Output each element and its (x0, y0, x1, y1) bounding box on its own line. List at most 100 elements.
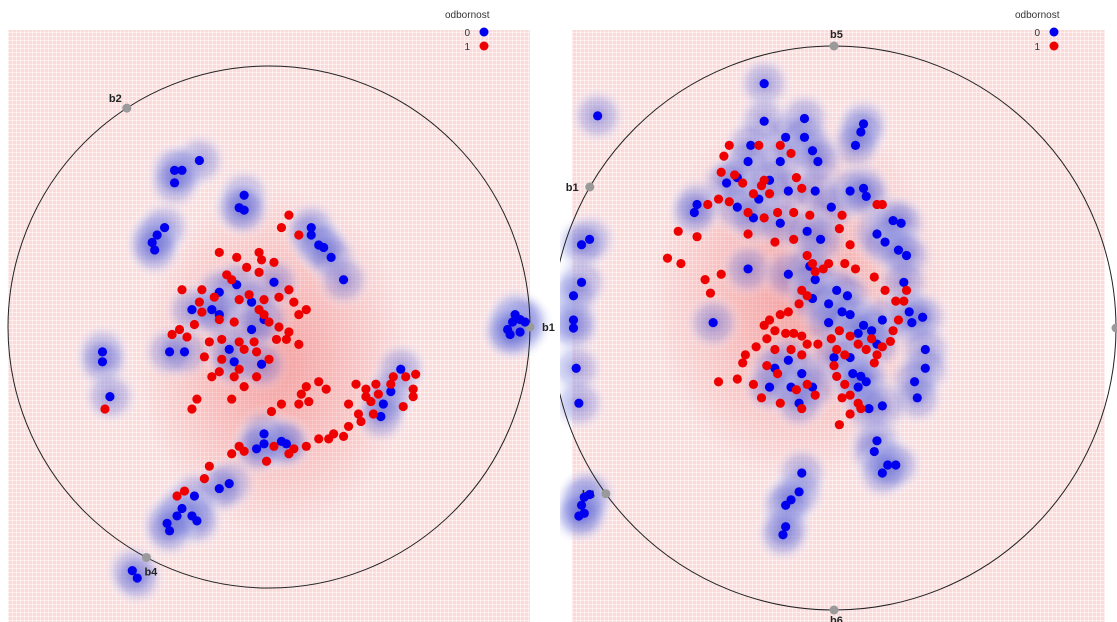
data-point[interactable] (194, 297, 204, 307)
data-point[interactable] (743, 156, 753, 167)
data-point[interactable] (579, 492, 589, 502)
data-point[interactable] (832, 285, 842, 295)
data-point[interactable] (179, 486, 190, 496)
data-point[interactable] (864, 403, 874, 414)
data-point[interactable] (834, 224, 844, 234)
data-point[interactable] (781, 522, 791, 532)
data-point[interactable] (743, 229, 753, 239)
data-point[interactable] (797, 468, 807, 478)
data-point[interactable] (840, 258, 850, 269)
data-point[interactable] (692, 232, 702, 242)
data-point[interactable] (883, 460, 893, 470)
data-point[interactable] (229, 372, 239, 382)
data-point[interactable] (217, 334, 227, 345)
anchor-b5[interactable] (829, 41, 839, 51)
data-point[interactable] (259, 439, 269, 449)
data-point[interactable] (829, 352, 839, 363)
data-point[interactable] (885, 336, 895, 347)
data-point[interactable] (802, 250, 812, 261)
data-point[interactable] (204, 337, 214, 347)
data-point[interactable] (585, 234, 595, 244)
data-point[interactable] (781, 500, 791, 510)
data-point[interactable] (797, 350, 807, 360)
data-point[interactable] (105, 392, 115, 402)
data-point[interactable] (789, 207, 799, 218)
data-point[interactable] (294, 339, 304, 349)
data-point[interactable] (764, 382, 775, 392)
data-point[interactable] (877, 468, 887, 478)
data-point[interactable] (893, 245, 904, 255)
data-point[interactable] (840, 350, 850, 360)
data-point[interactable] (901, 250, 912, 261)
data-point[interactable] (759, 213, 769, 223)
data-point[interactable] (770, 237, 780, 247)
data-point[interactable] (920, 363, 930, 373)
data-point[interactable] (909, 377, 920, 387)
data-point[interactable] (227, 449, 237, 459)
data-point[interactable] (673, 226, 683, 236)
data-point[interactable] (249, 337, 259, 347)
data-point[interactable] (97, 357, 108, 367)
data-point[interactable] (239, 205, 249, 215)
data-point[interactable] (775, 218, 785, 228)
data-point[interactable] (716, 167, 726, 177)
data-point[interactable] (239, 344, 249, 354)
data-point[interactable] (794, 299, 804, 309)
data-point[interactable] (783, 186, 793, 196)
data-point[interactable] (893, 315, 904, 325)
data-point[interactable] (271, 334, 282, 345)
anchor-b2[interactable] (122, 103, 132, 113)
data-point[interactable] (845, 390, 855, 400)
data-point[interactable] (251, 347, 262, 357)
data-point[interactable] (576, 240, 587, 250)
data-point[interactable] (837, 393, 847, 403)
data-point[interactable] (232, 252, 242, 262)
data-point[interactable] (721, 178, 732, 188)
anchor-b4[interactable] (141, 552, 151, 562)
data-point[interactable] (869, 272, 879, 282)
data-point[interactable] (284, 210, 294, 220)
data-point[interactable] (858, 119, 869, 129)
data-point[interactable] (251, 372, 262, 382)
data-point[interactable] (187, 404, 197, 414)
data-point[interactable] (867, 326, 877, 336)
data-point[interactable] (306, 222, 316, 233)
anchor-b6[interactable] (829, 605, 839, 615)
data-point[interactable] (294, 309, 304, 320)
data-point[interactable] (789, 234, 799, 244)
data-point[interactable] (912, 393, 922, 403)
data-point[interactable] (361, 384, 371, 394)
data-point[interactable] (807, 146, 818, 156)
data-point[interactable] (214, 367, 224, 377)
data-point[interactable] (160, 222, 170, 233)
data-point[interactable] (356, 416, 366, 427)
data-point[interactable] (770, 326, 780, 336)
data-point[interactable] (732, 374, 742, 384)
data-point[interactable] (247, 297, 257, 307)
data-point[interactable] (239, 190, 249, 200)
data-point[interactable] (832, 344, 842, 355)
legend-swatch[interactable] (479, 27, 489, 37)
data-point[interactable] (861, 191, 871, 201)
data-point[interactable] (676, 258, 686, 269)
data-point[interactable] (217, 354, 227, 364)
data-point[interactable] (229, 357, 239, 367)
data-point[interactable] (408, 392, 418, 402)
data-point[interactable] (751, 342, 761, 352)
data-point[interactable] (574, 511, 584, 521)
data-point[interactable] (748, 379, 759, 389)
data-point[interactable] (845, 309, 855, 320)
data-point[interactable] (802, 291, 812, 301)
data-point[interactable] (872, 350, 882, 360)
data-point[interactable] (880, 237, 890, 247)
data-point[interactable] (869, 358, 879, 368)
data-point[interactable] (319, 242, 329, 253)
data-point[interactable] (802, 226, 812, 236)
data-point[interactable] (746, 140, 756, 150)
data-point[interactable] (845, 186, 855, 196)
data-point[interactable] (269, 441, 279, 451)
data-point[interactable] (797, 331, 807, 341)
data-point[interactable] (574, 398, 584, 408)
data-point[interactable] (247, 324, 257, 335)
data-point[interactable] (724, 140, 734, 150)
